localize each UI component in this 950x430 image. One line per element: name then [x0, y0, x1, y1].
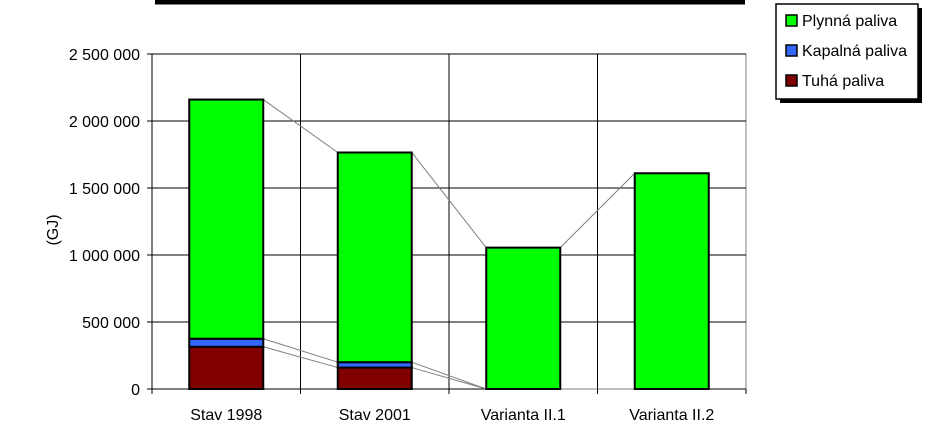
y-tick-label: 2 500 000 [69, 47, 140, 64]
bar-segment [633, 172, 710, 390]
series-line [262, 99, 339, 153]
y-tick-label: 500 000 [82, 315, 140, 332]
series-line [263, 338, 338, 363]
x-tick-label: Stav 2001 [339, 407, 411, 424]
x-axis-ticks: Stav 1998 Stav 2001 Varianta II.1 Varianta … [151, 389, 747, 424]
bar-segment [188, 98, 265, 340]
bar-segment [336, 366, 413, 390]
y-tick-label: 0 [131, 382, 140, 399]
legend-label: Tuhá paliva [802, 73, 884, 90]
x-tick-label: Varianta II.1 [481, 407, 566, 424]
y-tick-label: 2 000 000 [69, 114, 140, 131]
x-tick-label: Stav 1998 [190, 407, 262, 424]
y-axis-ticks: 0 500 000 1 000 000 1 500 000 2 000 000 2 500… [69, 47, 152, 399]
y-tick-label: 1 500 000 [69, 181, 140, 198]
legend-swatch [785, 74, 798, 87]
series-line [411, 152, 487, 248]
bar-segment [485, 246, 562, 390]
y-axis-label: (GJ) [45, 214, 62, 245]
series-line [411, 361, 487, 390]
legend-swatch [785, 14, 798, 27]
legend-swatch [785, 44, 798, 57]
y-tick-label: 1 000 000 [69, 248, 140, 265]
legend-box [775, 3, 919, 100]
bars [188, 98, 710, 391]
bar-segment [336, 151, 413, 364]
legend: Plynná paliva Kapalná paliva Tuhá paliva [775, 3, 922, 103]
bar-segment [188, 337, 265, 348]
series-line [411, 367, 487, 390]
legend-label: Plynná paliva [802, 13, 897, 30]
x-tick-label: Varianta II.2 [629, 407, 714, 424]
bar-segment [188, 345, 265, 391]
series-line [263, 346, 338, 369]
legend-label: Kapalná paliva [802, 43, 907, 60]
series-line [559, 172, 636, 248]
